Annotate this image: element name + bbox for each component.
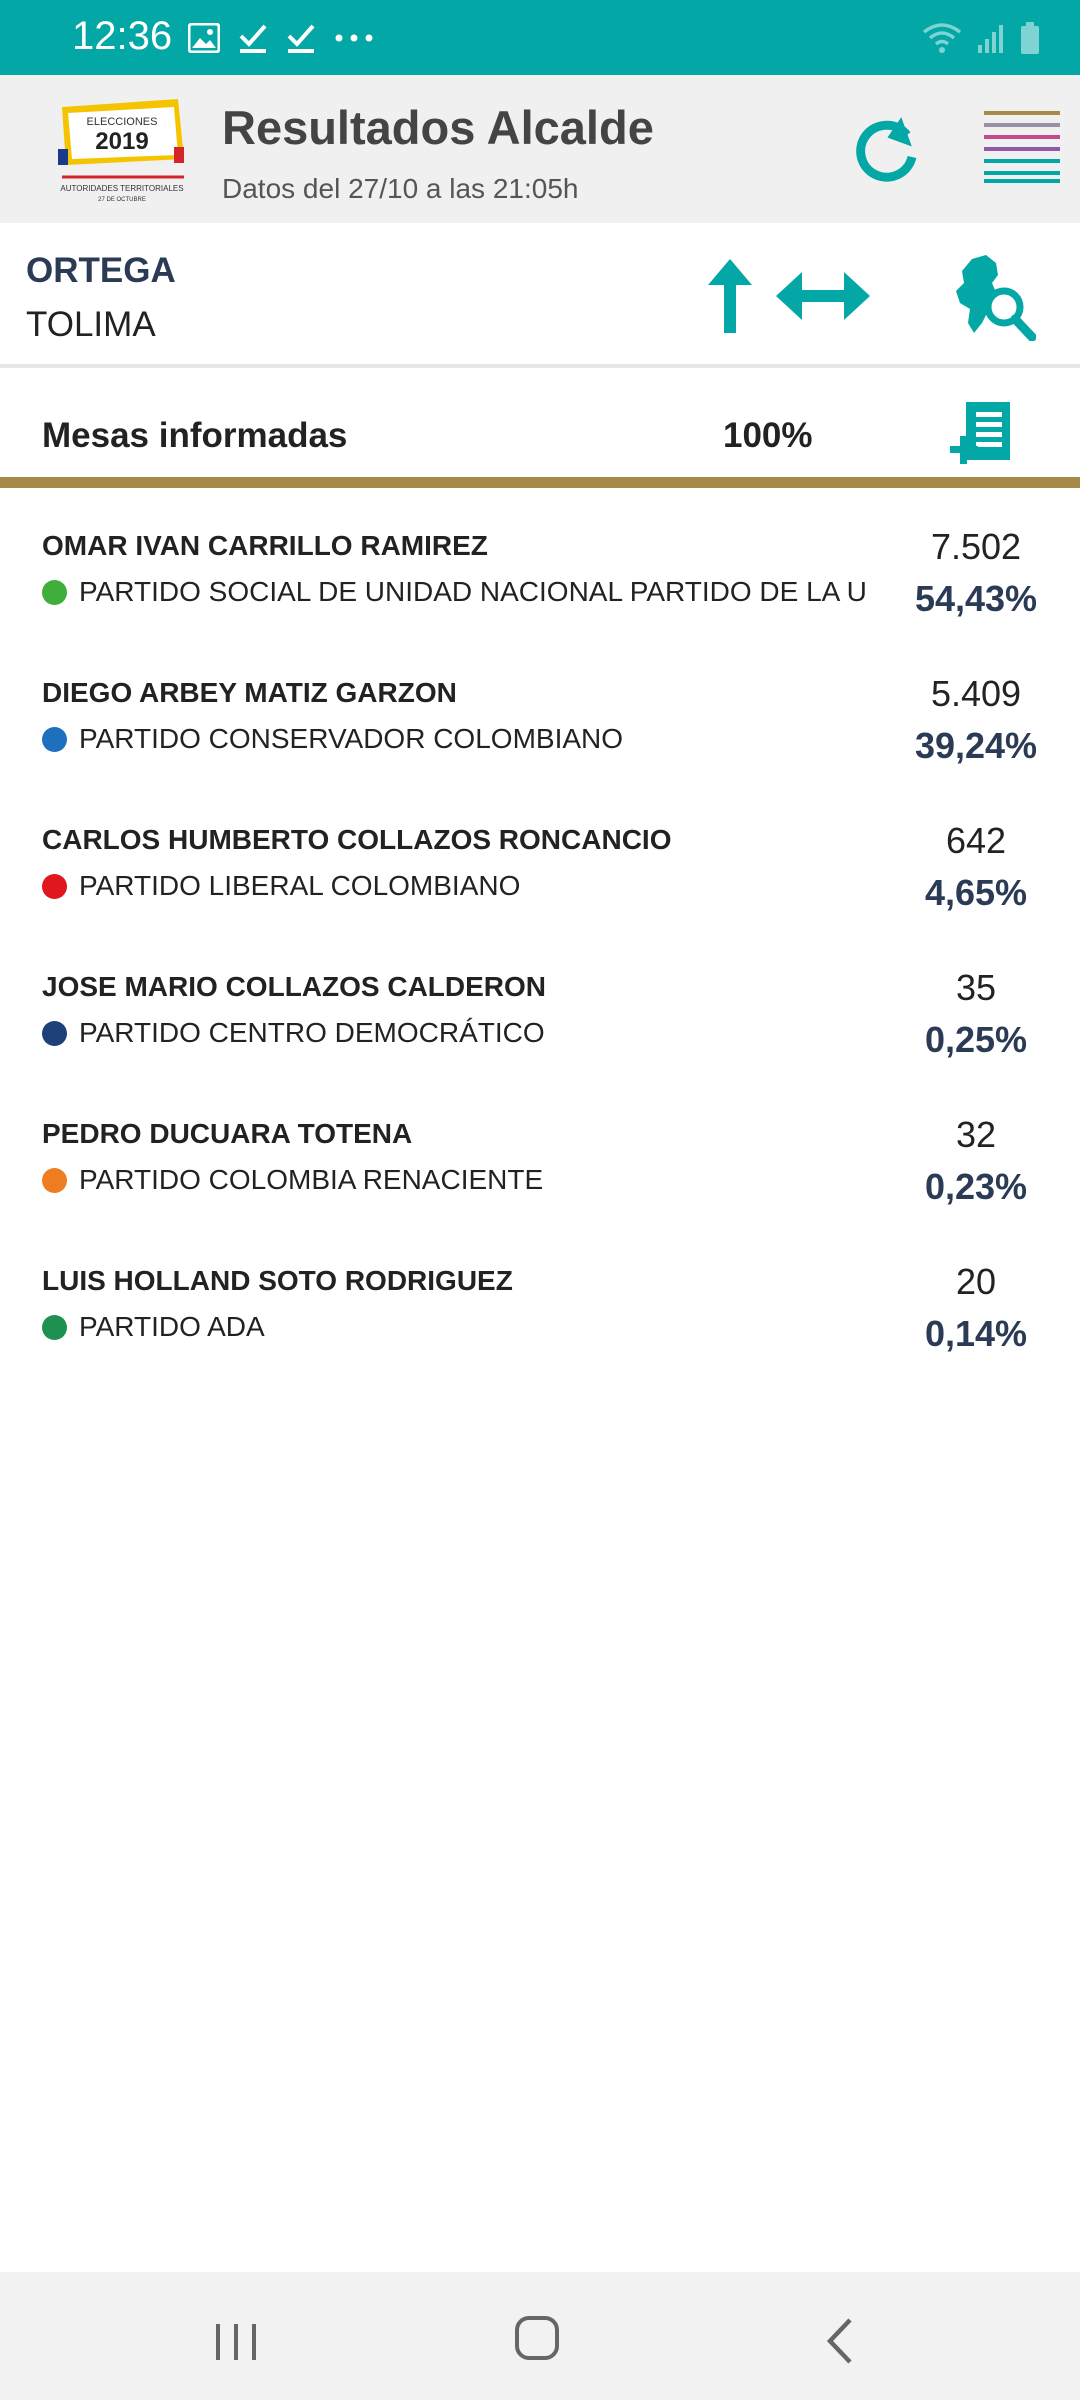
vote-count: 642 [945,820,1007,861]
candidate-row[interactable]: JOSE MARIO COLLAZOS CALDERON PARTIDO CEN… [0,941,1080,1088]
mesas-percent: 100% [723,416,813,455]
party-color-dot [42,874,67,899]
arrows-left-right-icon[interactable] [776,268,870,324]
vote-count: 35 [955,967,997,1008]
candidate-list: OMAR IVAN CARRILLO RAMIREZ PARTIDO SOCIA… [0,500,1080,1382]
status-time: 12:36 [72,14,173,58]
party-name: PARTIDO CENTRO DEMOCRÁTICO [79,1017,545,1048]
candidate-name: PEDRO DUCUARA TOTENA [42,1118,413,1149]
navigation-bar [0,2272,1080,2400]
candidate-row[interactable]: OMAR IVAN CARRILLO RAMIREZ PARTIDO SOCIA… [0,500,1080,647]
vote-percent: 4,65% [924,872,1028,913]
vote-count: 5.409 [930,673,1022,714]
candidate-row[interactable]: LUIS HOLLAND SOTO RODRIGUEZ PARTIDO ADA … [0,1235,1080,1382]
vote-percent: 0,25% [924,1019,1028,1060]
vote-percent: 0,14% [924,1313,1028,1354]
home-icon[interactable] [513,2314,561,2362]
page-title: Resultados Alcalde [222,101,654,154]
municipality-label: ORTEGA [26,251,176,290]
party-color-dot [42,1021,67,1046]
battery-icon [1021,22,1039,54]
system-icons [922,18,1040,58]
candidate-name: JOSE MARIO COLLAZOS CALDERON [42,971,547,1002]
party-name: PARTIDO ADA [79,1311,265,1342]
party-name: PARTIDO CONSERVADOR COLOMBIANO [79,723,624,754]
check-icon [287,24,315,53]
add-document-icon[interactable] [948,402,1010,468]
logo-year: 2019 [95,128,148,155]
mesas-summary: Mesas informadas 100% [0,372,1080,488]
status-bar: 12:36 [0,0,1080,75]
app-header: ELECCIONES 2019 AUTORIDADES TERRITORIALE… [0,75,1080,223]
recent-apps-icon[interactable] [210,2320,262,2364]
arrow-up-icon[interactable] [706,259,754,333]
candidate-name: OMAR IVAN CARRILLO RAMIREZ [42,530,488,561]
party-color-dot [42,1315,67,1340]
department-label: TOLIMA [26,305,156,344]
vote-percent: 54,43% [914,578,1038,619]
vote-count: 20 [955,1261,997,1302]
vote-count: 32 [955,1114,997,1155]
data-timestamp: Datos del 27/10 a las 21:05h [222,173,579,204]
vote-percent: 0,23% [924,1166,1028,1207]
vote-count: 7.502 [930,526,1022,567]
candidate-name: DIEGO ARBEY MATIZ GARZON [42,677,457,708]
candidate-row[interactable]: DIEGO ARBEY MATIZ GARZON PARTIDO CONSERV… [0,647,1080,794]
party-color-dot [42,727,67,752]
signal-icon [978,25,1003,53]
logo-line3: 27 DE OCTUBRE [98,197,146,203]
party-color-dot [42,580,67,605]
logo-line1: ELECCIONES [87,116,158,128]
menu-button[interactable] [984,111,1060,183]
party-name: PARTIDO LIBERAL COLOMBIANO [79,870,521,901]
candidate-row[interactable]: PEDRO DUCUARA TOTENA PARTIDO COLOMBIA RE… [0,1088,1080,1235]
party-name: PARTIDO COLOMBIA RENACIENTE [79,1164,544,1195]
candidate-row[interactable]: CARLOS HUMBERTO COLLAZOS RONCANCIO PARTI… [0,794,1080,941]
candidate-name: CARLOS HUMBERTO COLLAZOS RONCANCIO [42,824,672,855]
wifi-icon [922,23,962,53]
check-icon [239,24,267,53]
candidate-name: LUIS HOLLAND SOTO RODRIGUEZ [42,1265,513,1296]
party-color-dot [42,1168,67,1193]
image-icon [188,23,220,53]
vote-percent: 39,24% [914,725,1038,766]
map-search-icon[interactable] [952,253,1036,341]
logo-line2: AUTORIDADES TERRITORIALES [60,184,183,193]
refresh-button[interactable] [852,113,922,183]
mesas-label: Mesas informadas [42,416,348,455]
elecciones-2019-logo: ELECCIONES 2019 AUTORIDADES TERRITORIALE… [58,99,184,203]
more-dots-icon [335,34,373,42]
notification-icons [188,18,374,58]
location-selector[interactable]: ORTEGA TOLIMA [0,223,1080,368]
party-name: PARTIDO SOCIAL DE UNIDAD NACIONAL PARTID… [79,576,867,607]
back-icon[interactable] [820,2316,860,2366]
